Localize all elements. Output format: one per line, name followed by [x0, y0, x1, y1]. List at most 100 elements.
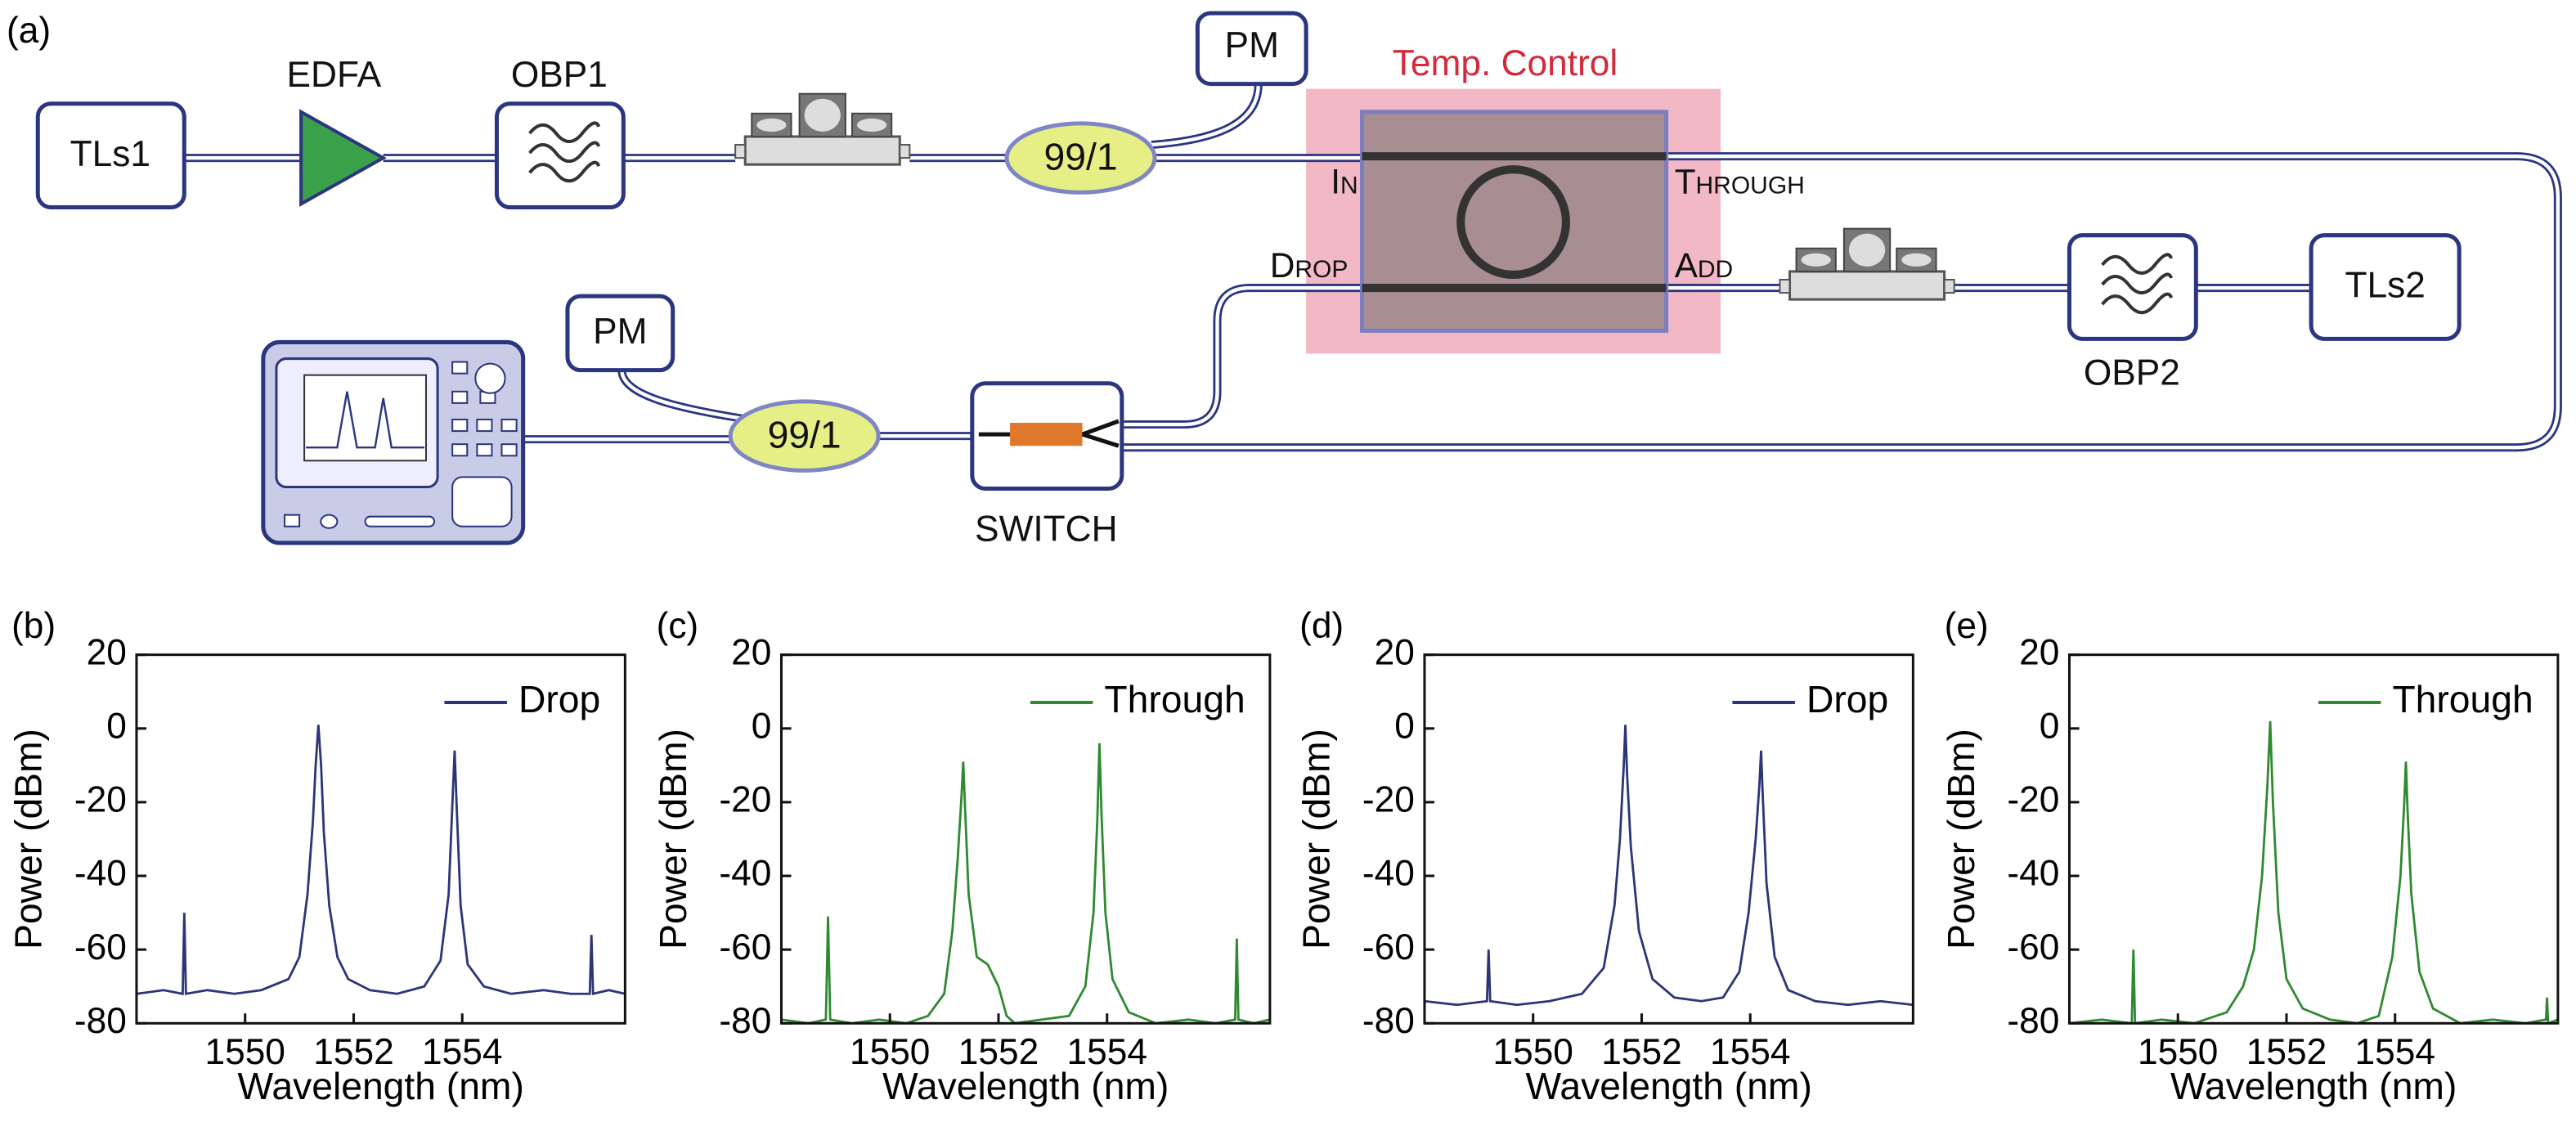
filter-icon	[2101, 292, 2174, 315]
y-tick-label: -20	[719, 780, 771, 820]
plot-clip	[136, 725, 626, 996]
osa-port	[451, 476, 513, 527]
osa-button	[451, 418, 469, 433]
x-tick-label: 1552	[313, 1032, 393, 1072]
diagram-label: EDFA	[287, 55, 382, 95]
fiber-core	[620, 370, 749, 422]
filter-icon	[528, 160, 601, 183]
fiber-core	[1121, 285, 1362, 427]
y-tick-label: -40	[74, 854, 127, 894]
y-tick-label: -60	[719, 927, 771, 967]
diagram-label: PM	[1225, 25, 1279, 65]
x-tick-label: 1552	[1601, 1032, 1681, 1072]
y-tick-label: 0	[2040, 706, 2060, 746]
plot-clip	[2069, 720, 2558, 1024]
fiber-core	[1151, 83, 1261, 147]
diagram-label: OBP1	[511, 55, 608, 95]
y-tick-label: -40	[719, 854, 771, 894]
isolator-knob-face	[1848, 233, 1886, 267]
y-tick-label: -80	[1362, 1001, 1415, 1041]
isolator-knob-face	[1801, 253, 1831, 267]
switch-lines	[978, 419, 1120, 448]
laser-box	[2309, 233, 2462, 341]
x-tick-label: 1552	[2246, 1032, 2327, 1072]
power-meter-box	[565, 294, 675, 373]
y-tick-label: -20	[1362, 780, 1415, 820]
y-tick-label: 0	[1394, 706, 1415, 746]
y-tick-label: -20	[2007, 780, 2059, 820]
osa-trace	[306, 391, 424, 449]
legend-label: Through	[1104, 678, 1245, 720]
y-axis-label: Power (dBm)	[1295, 729, 1337, 949]
osa-button	[476, 418, 493, 433]
osa-button	[451, 443, 469, 457]
diagram-label: OBP2	[2084, 352, 2180, 393]
diagram-label: 99/1	[1044, 135, 1118, 177]
y-tick-label: -40	[2007, 854, 2059, 894]
x-axis-label: Wavelength (nm)	[1525, 1065, 1811, 1107]
osa-knob	[474, 362, 506, 394]
plot-frame	[779, 653, 1272, 1025]
diagram-label: In	[1331, 162, 1358, 200]
isolator-knob-face	[804, 98, 841, 132]
switch-element	[1010, 423, 1083, 447]
x-tick-label: 1550	[850, 1032, 930, 1072]
x-tick-label: 1550	[1492, 1032, 1573, 1072]
diagram-label: Temp. Control	[1393, 43, 1618, 83]
x-tick-label: 1554	[422, 1032, 502, 1072]
y-tick-label: 0	[752, 706, 772, 746]
spectrum-line	[781, 743, 1270, 1024]
y-axis-label: Power (dBm)	[7, 729, 49, 949]
x-tick-label: 1550	[2138, 1032, 2218, 1072]
osa-button	[451, 390, 469, 404]
x-tick-label: 1554	[1710, 1032, 1790, 1072]
filter-icon	[2101, 253, 2174, 275]
y-tick-label: -60	[1362, 927, 1415, 967]
isolator	[1788, 270, 1946, 301]
isolator	[743, 135, 901, 166]
spectrum-line	[136, 725, 626, 996]
isolator-knob-face	[756, 118, 787, 132]
panel-label: (d)	[1299, 606, 1344, 646]
fiber	[617, 369, 750, 424]
osa-button	[451, 361, 469, 375]
osa-plot	[303, 374, 427, 462]
fiber-core	[1121, 154, 2560, 450]
osa-slot	[364, 515, 436, 527]
x-tick-label: 1554	[2355, 1032, 2435, 1072]
x-tick-label: 1552	[958, 1032, 1039, 1072]
ring-resonator	[1456, 165, 1570, 279]
plot-frame	[2067, 653, 2560, 1025]
y-tick-label: -60	[2007, 927, 2059, 967]
diagram-label: 99/1	[768, 413, 841, 456]
coupler	[1004, 121, 1157, 195]
plot-frame	[135, 653, 626, 1025]
isolator-end	[1943, 278, 1955, 294]
y-tick-label: -20	[74, 780, 127, 820]
isolator-end	[899, 144, 911, 159]
panel-label: (a)	[7, 11, 51, 51]
osa-button	[320, 514, 339, 529]
coupler	[728, 399, 881, 473]
spectrum-line	[1424, 725, 1914, 1007]
osa-button	[283, 514, 301, 527]
y-tick-label: -80	[74, 1001, 127, 1041]
chip	[1360, 110, 1669, 333]
osa-button	[500, 443, 518, 457]
isolator-knob-face	[856, 118, 887, 132]
diagram-label: Through	[1675, 162, 1805, 200]
laser-box	[35, 101, 186, 209]
panel-label: (c)	[657, 606, 699, 646]
x-tick-label: 1554	[1067, 1032, 1147, 1072]
panel-label: (b)	[11, 606, 56, 646]
osa-button	[476, 443, 493, 457]
diagram-label: Drop	[1270, 246, 1349, 285]
y-tick-label: 20	[2019, 632, 2059, 672]
osa-button	[500, 418, 518, 433]
y-tick-label: -80	[719, 1001, 771, 1041]
y-axis-label: Power (dBm)	[1940, 729, 1982, 949]
y-tick-label: -80	[2007, 1001, 2059, 1041]
filter-icon	[528, 141, 601, 164]
x-axis-label: Wavelength (nm)	[2170, 1065, 2457, 1107]
